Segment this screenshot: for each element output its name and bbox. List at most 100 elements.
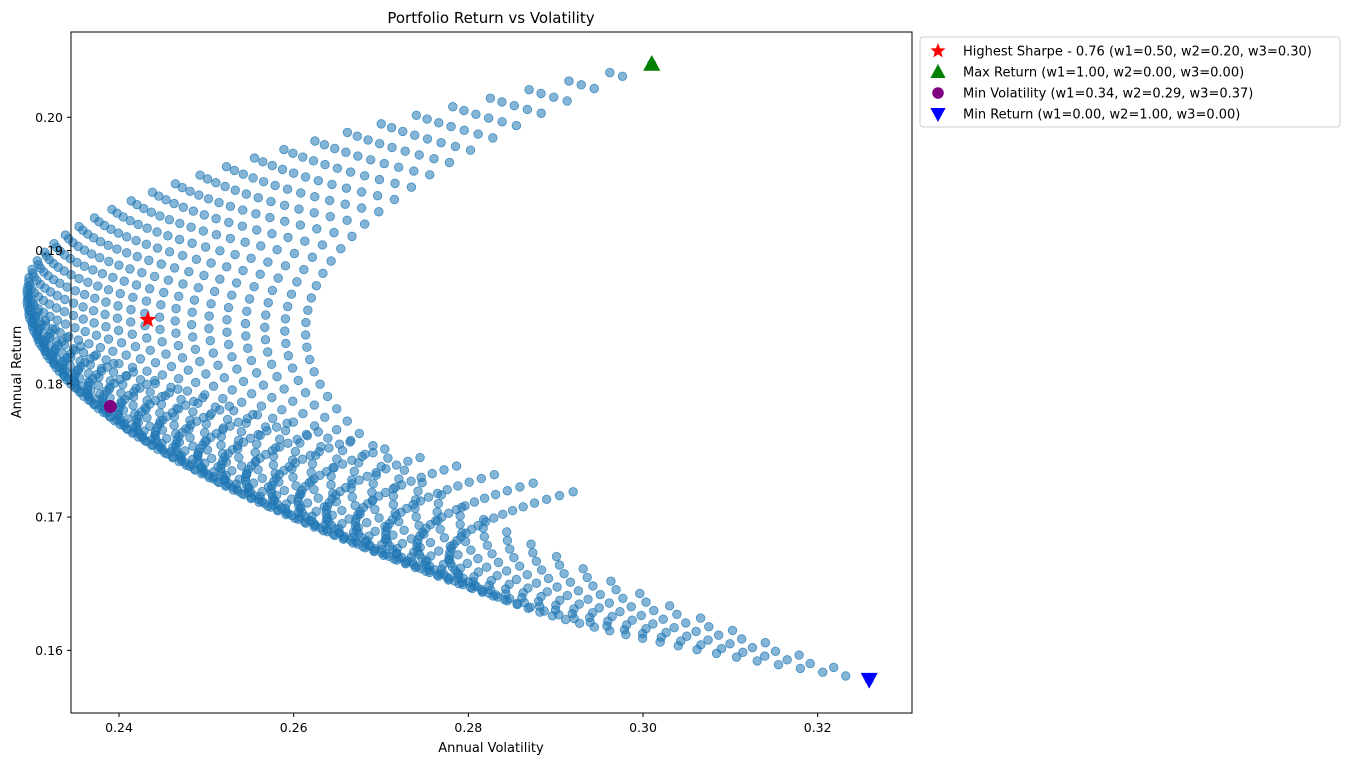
scatter-point [203,194,214,204]
scatter-point [119,276,129,286]
scatter-point [164,214,175,225]
scatter-point [380,444,390,454]
scatter-point [100,309,110,320]
scatter-point [489,469,500,480]
scatter-point [157,337,167,347]
scatter-point [485,93,496,103]
scatter-point [184,266,194,277]
scatter-point [589,83,599,94]
scatter-point [233,435,244,445]
scatter-point [217,448,228,459]
scatter-point [174,234,185,245]
scatter-point [280,425,291,436]
scatter-point [370,504,380,515]
y-tick-label: 0.20 [35,110,63,125]
scatter-point [154,191,164,201]
scatter-point [295,220,306,230]
scatter-point [174,437,185,448]
scatter-point [288,472,298,482]
scatter-point [248,478,259,488]
scatter-point [411,512,421,522]
scatter-point [319,501,330,512]
scatter-point [446,121,456,132]
scatter-point [406,476,416,486]
scatter-point [328,488,338,498]
scatter-point [125,216,135,226]
scatter-point [294,204,304,214]
scatter-point [658,614,668,624]
scatter-point [175,218,185,229]
scatter-point [497,97,507,107]
scatter-point [390,482,400,493]
scatter-point [219,372,229,383]
scatter-point [255,269,265,280]
scatter-point [442,485,452,495]
scatter-point [682,631,692,641]
scatter-point [466,545,476,555]
scatter-point [154,312,165,322]
y-tick-label: 0.19 [35,243,63,258]
scatter-point [525,602,535,612]
scatter-point [279,144,289,155]
scatter-point [215,274,225,284]
scatter-point [372,190,383,201]
scatter-point [227,290,237,300]
scatter-point [478,523,488,533]
scatter-point [374,139,385,149]
scatter-point [664,601,675,611]
scatter-point [185,186,195,196]
scatter-point [399,525,409,535]
scatter-point [626,602,636,612]
scatter-point [85,360,96,370]
scatter-point [636,610,646,621]
scatter-point [104,384,114,395]
scatter-point [268,413,278,424]
scatter-point [128,400,138,411]
scatter-point [288,417,299,427]
scatter-point [346,483,356,494]
scatter-point [364,531,374,541]
scatter-point [150,378,160,389]
scatter-point [93,281,103,291]
scatter-point [230,249,240,260]
scatter-point [88,265,98,275]
scatter-point [256,401,267,411]
scatter-point [448,102,458,112]
scatter-point [163,231,173,241]
scatter-point [221,262,232,272]
scatter-point [289,248,300,259]
scatter-point [453,481,463,491]
scatter-point [274,477,284,487]
scatter-point [394,516,404,527]
scatter-point [79,261,90,271]
scatter-point [362,471,372,482]
scatter-point [305,354,315,365]
scatter-point [253,193,263,203]
scatter-point [296,489,306,500]
scatter-point [170,316,180,326]
scatter-point [116,338,127,348]
scatter-point [747,642,758,653]
scatter-point [142,333,152,343]
scatter-point [47,324,58,334]
scatter-point [522,104,533,115]
scatter-point [177,353,188,363]
scatter-point [233,444,243,454]
scatter-point [713,630,724,640]
scatter-point [342,127,353,138]
scatter-point [72,257,82,268]
scatter-point [727,625,738,636]
scatter-point [272,245,282,255]
scatter-point [795,663,806,674]
scatter-point [246,389,257,399]
scatter-point [770,646,781,657]
scatter-point [108,367,119,377]
scatter-point [202,174,213,184]
scatter-point [127,329,137,339]
scatter-point [155,211,165,221]
y-tick-label: 0.18 [35,376,63,391]
scatter-point [238,169,248,179]
scatter-point [169,198,179,209]
legend-label: Max Return (w1=1.00, w2=0.00, w3=0.00) [963,66,1244,81]
scatter-point [691,626,701,637]
